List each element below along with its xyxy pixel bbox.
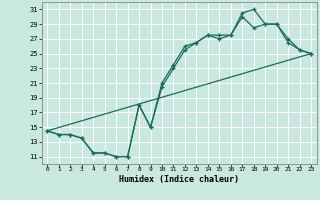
- X-axis label: Humidex (Indice chaleur): Humidex (Indice chaleur): [119, 175, 239, 184]
